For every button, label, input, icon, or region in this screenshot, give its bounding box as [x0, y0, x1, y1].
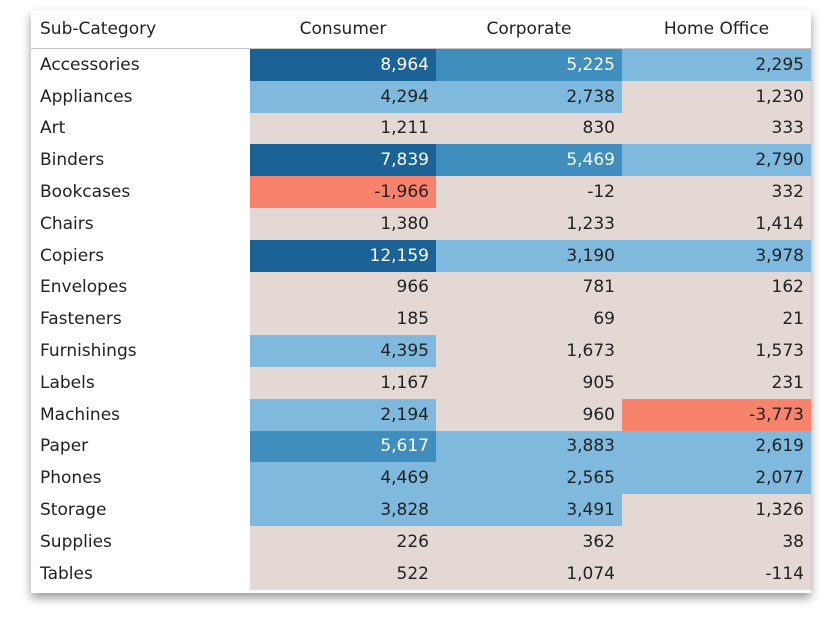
- table-row: Labels 1,167 905 231: [31, 366, 811, 399]
- heatmap-cell[interactable]: 38: [622, 525, 811, 558]
- heatmap-cell[interactable]: 21: [622, 303, 811, 336]
- row-label[interactable]: Appliances: [31, 80, 250, 113]
- table-row: Envelopes 966 781 162: [31, 271, 811, 304]
- table-row: Machines 2,194 960 -3,773: [31, 398, 811, 431]
- heatmap-cell[interactable]: 2,619: [622, 430, 811, 463]
- row-label[interactable]: Labels: [31, 366, 250, 399]
- row-label[interactable]: Accessories: [31, 48, 250, 81]
- row-label[interactable]: Fasteners: [31, 303, 250, 336]
- table-row: Bookcases -1,966 -12 332: [31, 176, 811, 208]
- heatmap-cell[interactable]: 12,159: [250, 239, 436, 272]
- table-row: Accessories 8,964 5,225 2,295: [31, 48, 811, 81]
- table-row: Binders 7,839 5,469 2,790: [31, 144, 811, 177]
- heatmap-cell[interactable]: 905: [436, 366, 622, 399]
- table-row: Tables 522 1,074 -114: [31, 557, 811, 590]
- heatmap-cell[interactable]: 3,978: [622, 239, 811, 272]
- row-label[interactable]: Bookcases: [31, 176, 250, 208]
- table-row: Storage 3,828 3,491 1,326: [31, 494, 811, 526]
- row-label[interactable]: Binders: [31, 144, 250, 177]
- heatmap-cell[interactable]: 226: [250, 525, 436, 558]
- column-header-corporate[interactable]: Corporate: [436, 10, 622, 49]
- heatmap-cell[interactable]: 1,414: [622, 207, 811, 240]
- heatmap-cell[interactable]: 966: [250, 271, 436, 304]
- heatmap-cell[interactable]: 7,839: [250, 144, 436, 177]
- table-row: Supplies 226 362 38: [31, 525, 811, 558]
- heatmap-cell[interactable]: 162: [622, 271, 811, 304]
- heatmap-cell[interactable]: 1,673: [436, 335, 622, 367]
- heatmap-cell[interactable]: 5,225: [436, 48, 622, 81]
- heatmap-cell[interactable]: 2,790: [622, 144, 811, 177]
- heatmap-cell[interactable]: 4,469: [250, 462, 436, 495]
- heatmap-cell[interactable]: 3,883: [436, 430, 622, 463]
- table-row: Chairs 1,380 1,233 1,414: [31, 207, 811, 240]
- heatmap-cell[interactable]: -1,966: [250, 176, 436, 208]
- heatmap-cell[interactable]: 522: [250, 557, 436, 590]
- row-label[interactable]: Furnishings: [31, 335, 250, 367]
- table-row: Furnishings 4,395 1,673 1,573: [31, 335, 811, 367]
- row-label[interactable]: Storage: [31, 494, 250, 526]
- heatmap-cell[interactable]: 362: [436, 525, 622, 558]
- table-row: Phones 4,469 2,565 2,077: [31, 462, 811, 495]
- heatmap-cell[interactable]: 3,190: [436, 239, 622, 272]
- heatmap-cell[interactable]: 830: [436, 112, 622, 145]
- table-row: Art 1,211 830 333: [31, 112, 811, 145]
- heatmap-table: Sub-Category Consumer Corporate Home Off…: [31, 10, 811, 590]
- heatmap-cell[interactable]: 332: [622, 176, 811, 208]
- row-label[interactable]: Copiers: [31, 239, 250, 272]
- heatmap-cell[interactable]: 1,230: [622, 80, 811, 113]
- row-label[interactable]: Phones: [31, 462, 250, 495]
- heatmap-cell[interactable]: 2,295: [622, 48, 811, 81]
- heatmap-cell[interactable]: 5,617: [250, 430, 436, 463]
- row-label[interactable]: Machines: [31, 398, 250, 431]
- heatmap-cell[interactable]: 2,194: [250, 398, 436, 431]
- table-row: Fasteners 185 69 21: [31, 303, 811, 336]
- row-label[interactable]: Paper: [31, 430, 250, 463]
- heatmap-cell[interactable]: 2,565: [436, 462, 622, 495]
- heatmap-cell[interactable]: 1,211: [250, 112, 436, 145]
- row-label[interactable]: Chairs: [31, 207, 250, 240]
- table-row: Appliances 4,294 2,738 1,230: [31, 80, 811, 113]
- heatmap-cell[interactable]: 1,326: [622, 494, 811, 526]
- heatmap-cell[interactable]: 3,828: [250, 494, 436, 526]
- heatmap-cell[interactable]: 781: [436, 271, 622, 304]
- table-row: Copiers 12,159 3,190 3,978: [31, 239, 811, 272]
- heatmap-cell[interactable]: 333: [622, 112, 811, 145]
- heatmap-cell[interactable]: -3,773: [622, 398, 811, 431]
- heatmap-cell[interactable]: 4,395: [250, 335, 436, 367]
- table-row: Paper 5,617 3,883 2,619: [31, 430, 811, 463]
- heatmap-cell[interactable]: 1,380: [250, 207, 436, 240]
- heatmap-cell[interactable]: 231: [622, 366, 811, 399]
- row-header-label[interactable]: Sub-Category: [31, 10, 250, 49]
- heatmap-card: Sub-Category Consumer Corporate Home Off…: [31, 10, 811, 593]
- heatmap-cell[interactable]: 1,233: [436, 207, 622, 240]
- heatmap-cell[interactable]: 1,573: [622, 335, 811, 367]
- heatmap-cell[interactable]: 1,074: [436, 557, 622, 590]
- column-header-consumer[interactable]: Consumer: [250, 10, 436, 49]
- heatmap-cell[interactable]: 3,491: [436, 494, 622, 526]
- heatmap-cell[interactable]: 1,167: [250, 366, 436, 399]
- row-label[interactable]: Tables: [31, 557, 250, 590]
- row-label[interactable]: Art: [31, 112, 250, 145]
- header-row: Sub-Category Consumer Corporate Home Off…: [31, 10, 811, 49]
- heatmap-cell[interactable]: 185: [250, 303, 436, 336]
- heatmap-cell[interactable]: 5,469: [436, 144, 622, 177]
- heatmap-body: Accessories 8,964 5,225 2,295 Appliances 4,29…: [31, 48, 811, 590]
- row-label[interactable]: Envelopes: [31, 271, 250, 304]
- column-header-home-office[interactable]: Home Office: [622, 10, 811, 49]
- heatmap-cell[interactable]: 8,964: [250, 48, 436, 81]
- heatmap-cell[interactable]: 2,077: [622, 462, 811, 495]
- heatmap-cell[interactable]: -12: [436, 176, 622, 208]
- heatmap-cell[interactable]: 2,738: [436, 80, 622, 113]
- heatmap-cell[interactable]: 960: [436, 398, 622, 431]
- row-label[interactable]: Supplies: [31, 525, 250, 558]
- heatmap-cell[interactable]: 69: [436, 303, 622, 336]
- heatmap-cell[interactable]: 4,294: [250, 80, 436, 113]
- heatmap-cell[interactable]: -114: [622, 557, 811, 590]
